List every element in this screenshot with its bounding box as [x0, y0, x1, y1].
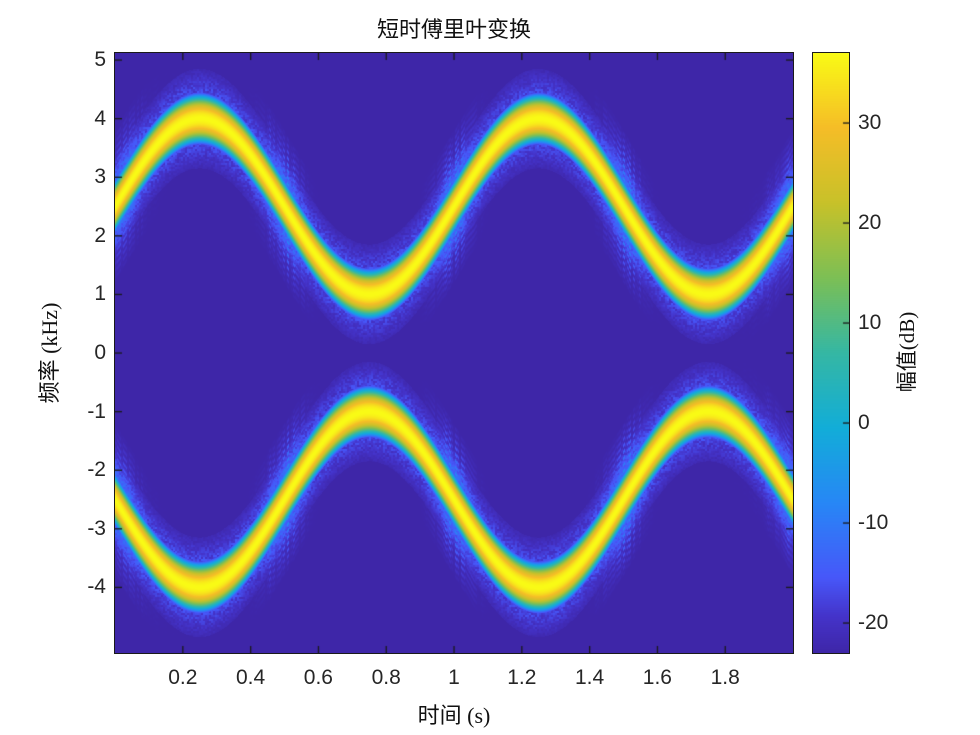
- x-tick-label: 1: [448, 666, 460, 689]
- y-axis-label: 频率 (kHz): [37, 302, 62, 404]
- x-tick-label: 0.2: [168, 666, 198, 689]
- y-tick-label: 0: [94, 341, 106, 364]
- colorbar-tick-label: 10: [858, 311, 882, 334]
- x-tick-label: 0.6: [303, 666, 333, 689]
- colorbar-tick-label: 0: [858, 411, 870, 434]
- y-tick-label: 1: [94, 282, 106, 306]
- y-tick-label: -3: [87, 516, 106, 540]
- x-tick-label: 1.4: [574, 666, 605, 689]
- y-tick-label: 2: [94, 223, 106, 247]
- x-tick-label: 1.2: [507, 666, 537, 689]
- colorbar: [812, 52, 850, 654]
- y-tick-label: 4: [94, 106, 106, 130]
- y-tick-label: -1: [87, 399, 106, 423]
- x-tick-label: 1.8: [710, 666, 740, 689]
- colorbar-label: 幅值(dB): [895, 311, 919, 393]
- colorbar-tick-label: -20: [858, 611, 889, 634]
- x-tick-label: 0.4: [235, 666, 266, 689]
- colorbar-tick-label: -10: [858, 511, 889, 534]
- spectrogram-canvas: [115, 53, 793, 653]
- colorbar-canvas: [813, 53, 849, 653]
- x-axis-label: 时间 (s): [417, 703, 491, 728]
- y-tick-label: -4: [87, 575, 106, 599]
- colorbar-tick-label: 30: [858, 111, 882, 134]
- chart-title: 短时傅里叶变换: [376, 17, 531, 42]
- y-tick-label: -2: [87, 458, 106, 482]
- colorbar-tick-label: 20: [858, 211, 882, 234]
- y-tick-label: 3: [94, 165, 106, 189]
- x-tick-label: 1.6: [642, 666, 672, 689]
- x-tick-label: 0.8: [371, 666, 401, 689]
- spectrogram-plot-area: [114, 52, 794, 654]
- y-tick-label: 5: [94, 48, 106, 72]
